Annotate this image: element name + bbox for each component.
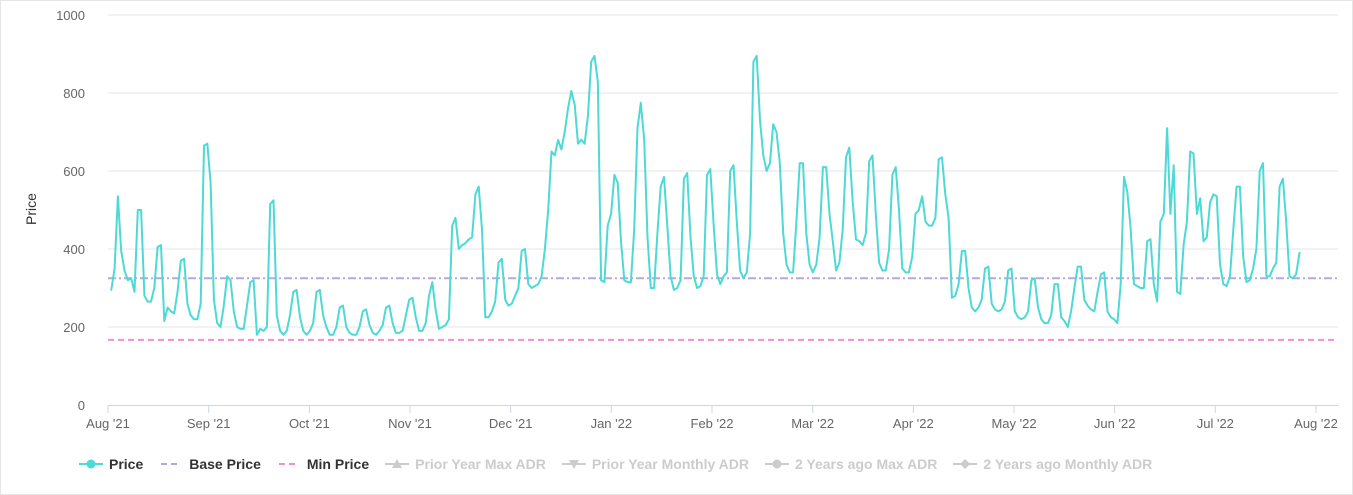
x-tick-label: Oct '21 [289, 416, 330, 431]
x-tick-label: Dec '21 [489, 416, 533, 431]
series-group [110, 54, 1301, 336]
legend-item-2-years-ago-monthly-adr[interactable]: 2 Years ago Monthly ADR [953, 456, 1152, 472]
x-tick-label: Sep '21 [187, 416, 231, 431]
legend-item-price[interactable]: Price [79, 456, 143, 472]
x-tick-label: Apr '22 [893, 416, 934, 431]
legend-symbol-triangle-down-icon [561, 460, 586, 469]
x-axis: Aug '21 Sep '21 Oct '21 Nov '21 Dec '21 Jan '… [86, 405, 1338, 431]
legend-item-base-price[interactable]: Base Price [159, 456, 261, 472]
x-tick-label: May '22 [991, 416, 1036, 431]
legend-symbol-dash-icon [161, 463, 182, 465]
y-axis-ticks: 0 200 400 600 800 1000 [56, 8, 85, 413]
x-tick-label: Jul '22 [1197, 416, 1234, 431]
price-chart: Price 0 200 400 600 800 1000 Aug '21 Sep '21 Oc… [23, 8, 1338, 431]
x-tick-label: Aug '22 [1294, 416, 1338, 431]
price-series-line [110, 54, 1301, 336]
x-tick-label: Jan '22 [591, 416, 633, 431]
legend: Price Base Price Min Price Prior Year Max A… [79, 453, 1168, 475]
x-tick-label: Feb '22 [691, 416, 734, 431]
legend-label: Min Price [306, 456, 370, 472]
legend-label: 2 Years ago Monthly ADR [983, 456, 1153, 472]
legend-label: Prior Year Max ADR [415, 456, 546, 472]
x-tick-label: Jun '22 [1094, 416, 1136, 431]
gridlines [108, 14, 1338, 328]
legend-item-min-price[interactable]: Min Price [277, 456, 369, 472]
legend-symbol-triangle-up-icon [385, 459, 410, 468]
y-tick-label: 600 [63, 164, 85, 179]
legend-label: Price [109, 456, 144, 472]
legend-item-prior-year-max-adr[interactable]: Prior Year Max ADR [385, 456, 546, 472]
y-tick-label: 800 [63, 86, 85, 101]
x-tick-label: Aug '21 [86, 416, 130, 431]
legend-symbol-diamond-icon [953, 459, 978, 469]
y-tick-label: 400 [63, 242, 85, 257]
y-axis-title: Price [23, 193, 39, 225]
legend-item-2-years-ago-max-adr[interactable]: 2 Years ago Max ADR [765, 456, 937, 472]
y-tick-label: 1000 [56, 8, 85, 23]
legend-symbol-circle-line-icon [79, 459, 103, 469]
y-tick-label: 200 [63, 320, 85, 335]
legend-label: Base Price [189, 456, 261, 472]
x-tick-label: Mar '22 [791, 416, 834, 431]
y-tick-label: 0 [78, 398, 85, 413]
legend-label: 2 Years ago Max ADR [795, 456, 938, 472]
legend-item-prior-year-monthly-adr[interactable]: Prior Year Monthly ADR [561, 456, 749, 472]
legend-symbol-dash-icon [278, 463, 299, 465]
legend-label: Prior Year Monthly ADR [591, 456, 749, 472]
x-tick-label: Nov '21 [388, 416, 432, 431]
legend-symbol-circle-icon [765, 459, 789, 469]
